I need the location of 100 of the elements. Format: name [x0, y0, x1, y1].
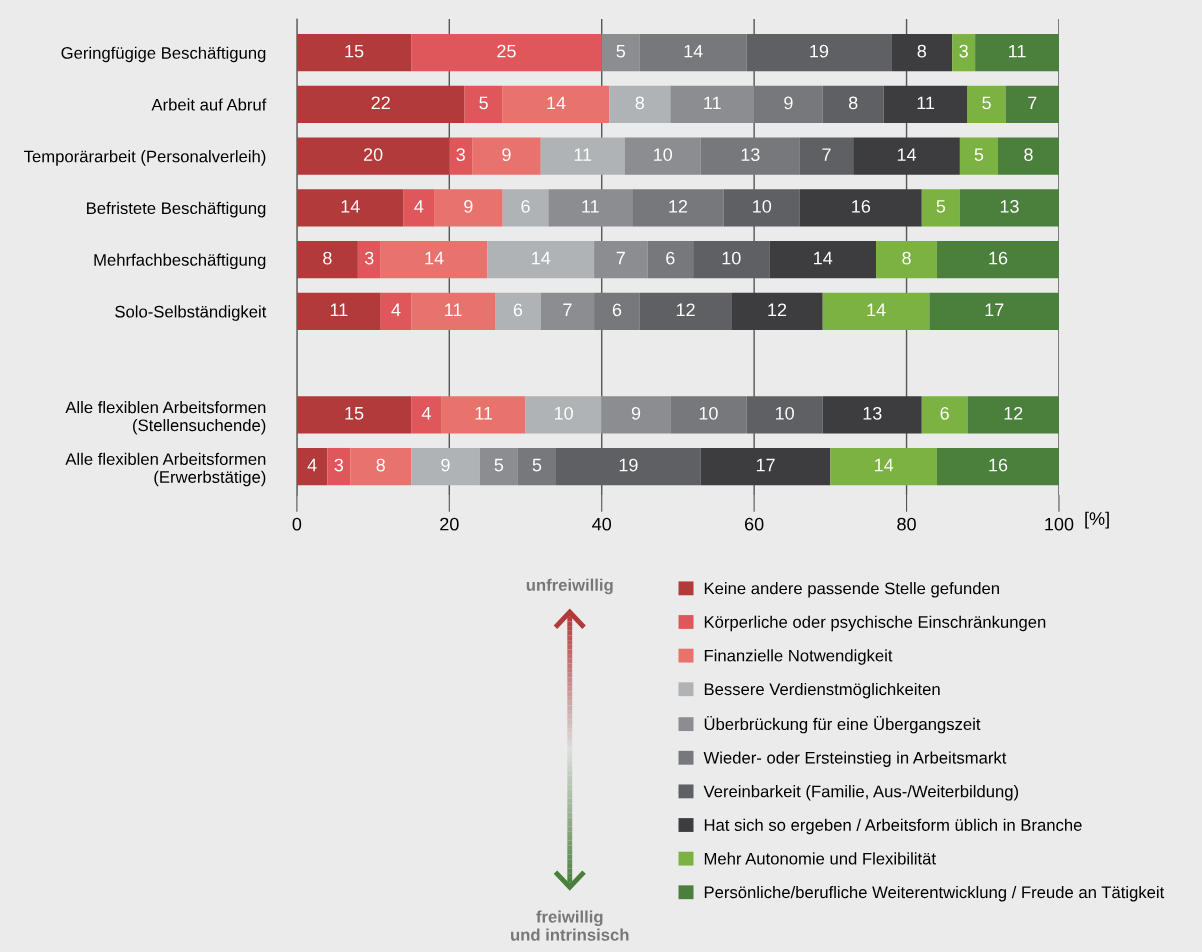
x-tick-label: 0: [292, 517, 302, 531]
data-label: 10: [654, 148, 673, 161]
data-label: 10: [753, 199, 772, 213]
data-label: 3: [334, 458, 344, 472]
data-label: 11: [917, 96, 935, 110]
data-label: 8: [917, 44, 927, 58]
data-label: 6: [513, 303, 523, 317]
legend-label: Hat sich so ergeben / Arbeitsform üblich in Branche: [704, 818, 1082, 835]
data-label: 10: [722, 251, 741, 265]
legend-label: Überbrückung für eine Übergangszeit: [704, 715, 981, 734]
data-label: 8: [376, 458, 385, 472]
data-label: 25: [497, 44, 516, 58]
data-label: 19: [810, 44, 829, 58]
data-label: 9: [784, 96, 793, 110]
data-label: 6: [666, 251, 675, 265]
data-label: 6: [521, 199, 530, 213]
data-label: 8: [1024, 148, 1033, 161]
data-label: 14: [532, 251, 551, 265]
y-tick-label: Solo-Selbständigkeit: [115, 305, 267, 321]
data-label: 15: [345, 44, 364, 58]
data-label: 6: [940, 406, 949, 420]
data-label: 14: [867, 303, 886, 317]
data-label: 5: [532, 458, 542, 472]
data-label: 9: [502, 148, 511, 161]
legend-label: Mehr Autonomie und Flexibilität: [704, 852, 936, 865]
y-tick-label: Arbeit auf Abruf: [151, 98, 267, 111]
data-label: 19: [619, 458, 638, 472]
data-label: 14: [425, 251, 444, 265]
data-label: 17: [756, 458, 775, 472]
data-label: 11: [1009, 44, 1026, 58]
data-label: 4: [421, 407, 431, 420]
data-label: 16: [989, 251, 1008, 265]
data-label: 7: [616, 251, 625, 265]
data-label: 14: [684, 44, 703, 58]
y-tick-label: Alle flexiblen Arbeitsformen (Stellensuchende): [65, 401, 266, 435]
data-label: 20: [363, 148, 383, 161]
data-label: 8: [323, 251, 332, 265]
data-label: 16: [852, 199, 871, 213]
data-label: 16: [989, 458, 1008, 472]
data-label: 8: [902, 251, 911, 265]
x-tick-label: 60: [745, 517, 764, 531]
data-label: 8: [848, 96, 858, 110]
data-label: 14: [814, 251, 833, 265]
data-label: 9: [441, 458, 450, 472]
legend-label: Persönliche/berufliche Weiterentwicklung / Freude an Tätigkeit: [704, 885, 1165, 902]
data-label: 4: [414, 200, 424, 213]
data-label: 22: [371, 96, 390, 110]
y-tick-label: Geringfügige Beschäftigung: [61, 46, 266, 63]
data-label: 11: [475, 407, 493, 420]
data-label: 11: [582, 200, 599, 213]
y-tick-label: Alle flexiblen Arbeitsformen (Erwerbstätige): [65, 452, 266, 487]
data-label: 3: [959, 44, 968, 58]
data-label: 12: [669, 199, 688, 213]
legend-label: Wieder- oder Ersteinstieg in Arbeitsmarkt: [703, 751, 1007, 767]
data-label: 11: [445, 303, 462, 317]
legend-label: Keine andere passende Stelle gefunden: [704, 582, 999, 598]
legend-label: Vereinbarkeit (Familie, Aus-/Weiterbildung): [703, 785, 1019, 801]
legend-label: Körperliche oder psychische Einschränkungen: [704, 615, 1046, 632]
x-tick-label: 80: [897, 517, 916, 531]
data-label: 5: [982, 96, 991, 110]
text: unfreiwillig: [526, 578, 613, 595]
data-label: 13: [863, 406, 882, 420]
data-label: 11: [574, 148, 592, 161]
data-label: 9: [464, 199, 473, 213]
legend-label: Bessere Verdienstmöglichkeiten: [704, 682, 940, 699]
data-label: 5: [974, 148, 984, 161]
data-label: 12: [676, 303, 695, 317]
data-label: 12: [768, 303, 787, 317]
legend-label: Finanzielle Notwendigkeit: [704, 649, 893, 665]
data-label: 12: [1004, 406, 1023, 420]
data-label: 5: [616, 44, 626, 58]
x-tick-label: 20: [440, 517, 459, 531]
data-label: 7: [1028, 96, 1037, 110]
x-tick-label: 100: [1045, 517, 1074, 531]
data-label: 13: [741, 148, 760, 161]
data-label: 11: [330, 303, 348, 317]
data-label: 4: [391, 303, 401, 317]
data-label: 14: [547, 96, 566, 110]
data-label: 7: [822, 148, 831, 161]
data-label: 14: [875, 458, 894, 472]
data-label: 5: [936, 200, 946, 213]
data-label: 10: [699, 406, 718, 420]
data-label: 3: [456, 148, 465, 161]
data-label: 5: [494, 458, 504, 472]
x-tick-label: 40: [592, 517, 612, 531]
data-label: 10: [775, 406, 794, 420]
data-label: 4: [307, 458, 317, 472]
y-tick-label: Temporärarbeit (Personalverleih): [24, 150, 266, 166]
y-tick-label: Befristete Beschäftigung: [87, 201, 266, 218]
data-label: 17: [985, 303, 1004, 317]
data-label: 3: [364, 251, 374, 265]
data-label: 14: [341, 200, 360, 213]
data-label: 9: [631, 406, 641, 420]
data-label: 5: [479, 96, 488, 110]
y-tick-label: Mehrfachbeschäftigung: [94, 253, 266, 270]
data-label: 8: [635, 96, 645, 110]
data-label: 13: [1000, 199, 1019, 213]
data-label: 15: [345, 407, 364, 420]
text: freiwillig und intrinsisch: [511, 910, 629, 941]
data-label: 6: [612, 303, 622, 317]
